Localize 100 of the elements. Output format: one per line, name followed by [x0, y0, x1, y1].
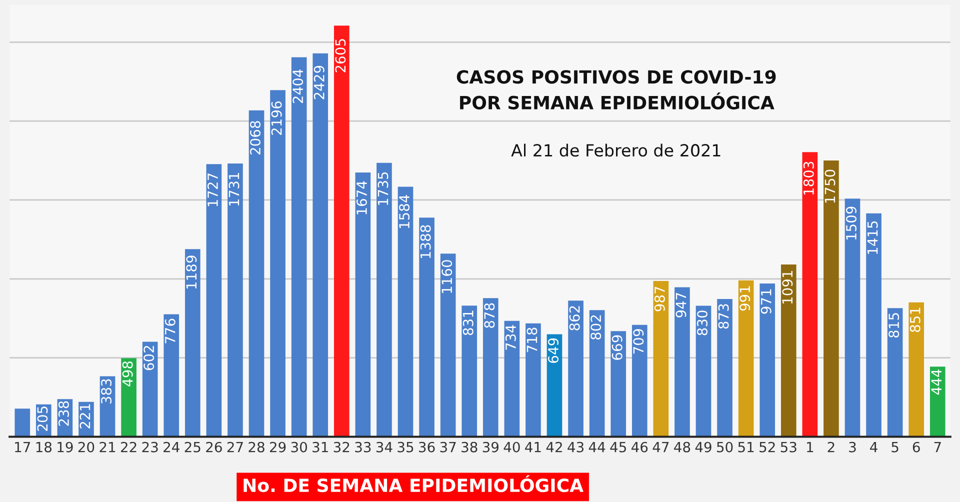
data-label: 878: [484, 303, 495, 328]
x-tick-label: 48: [674, 442, 690, 452]
x-tick-label: 42: [546, 442, 562, 452]
bar: [717, 298, 732, 437]
x-tick-label: 1: [807, 442, 814, 452]
data-label: 1388: [420, 225, 431, 258]
bar: [398, 186, 414, 437]
x-tick-label: 28: [248, 442, 264, 452]
bar: [780, 264, 796, 437]
bar: [738, 280, 754, 437]
bar: [908, 302, 924, 437]
x-tick-label: 33: [355, 442, 371, 452]
bar: [164, 314, 180, 437]
x-tick-label: 44: [588, 442, 606, 452]
bar: [228, 164, 243, 437]
x-tick-label: 26: [206, 442, 222, 452]
bar: [312, 53, 328, 437]
data-label: 802: [590, 315, 602, 340]
x-tick-label: 5: [892, 442, 898, 452]
data-label: 1415: [867, 221, 878, 254]
bar: [930, 366, 946, 437]
x-tick-label: 22: [120, 442, 136, 452]
x-tick-label: 52: [760, 442, 775, 452]
bar: [504, 320, 520, 437]
x-tick-label: 35: [398, 442, 414, 452]
x-tick-label: 43: [568, 442, 584, 452]
x-tick-label: 40: [504, 442, 520, 452]
data-label: 1727: [207, 174, 218, 206]
x-tick-label: 31: [312, 442, 328, 452]
x-tick-label: 29: [270, 442, 286, 452]
x-tick-label: 20: [78, 442, 94, 452]
data-label: 1750: [824, 170, 836, 203]
data-label: 669: [612, 335, 622, 360]
data-label: 1509: [846, 206, 857, 240]
x-tick-label: 2: [828, 442, 834, 452]
bar: [270, 90, 286, 437]
x-tick-label: 24: [164, 442, 180, 452]
bar: [546, 334, 562, 437]
data-label: 815: [888, 313, 900, 338]
x-tick-label: 32: [334, 442, 350, 452]
x-tick-label: 3: [849, 442, 856, 452]
x-tick-label: 50: [717, 442, 733, 452]
data-label: 862: [569, 306, 580, 330]
data-label: 1735: [378, 172, 388, 205]
data-label: 1091: [782, 270, 793, 304]
data-label: 238: [58, 401, 69, 426]
bar: [760, 283, 776, 437]
data-label: 444: [931, 370, 942, 395]
data-label: 987: [654, 286, 665, 312]
x-tick-label: 41: [525, 442, 541, 452]
data-label: 776: [164, 318, 176, 344]
x-tick-label: 23: [142, 442, 158, 452]
bar: [887, 308, 903, 437]
bar: [802, 152, 818, 437]
x-tick-label: 37: [440, 442, 456, 452]
data-label: 947: [676, 292, 686, 318]
bar: [462, 306, 478, 437]
data-label: 709: [633, 329, 644, 354]
bar: [653, 280, 669, 437]
data-label: 718: [526, 328, 538, 352]
data-label: 498: [122, 361, 133, 386]
data-label: 2429: [314, 66, 324, 100]
bar: [355, 172, 371, 437]
data-label: 1160: [442, 260, 452, 293]
data-label: 649: [548, 338, 559, 363]
x-tick-label: 6: [912, 442, 920, 452]
bar: [632, 324, 648, 437]
bar: [206, 164, 222, 437]
x-tick-label: 36: [419, 442, 435, 452]
text: Al 21 de Febrero de 2021: [511, 144, 720, 157]
x-tick-label: 45: [610, 442, 626, 452]
bar: [440, 254, 456, 437]
x-tick-label: 27: [227, 442, 243, 452]
data-label: 991: [740, 286, 750, 311]
x-tick-label: 18: [36, 442, 52, 452]
bar: [334, 26, 350, 437]
bar: [568, 300, 584, 437]
bar: [121, 358, 136, 437]
x-tick-label: 25: [184, 442, 200, 452]
x-tick-label: 4: [870, 442, 878, 452]
bar: [142, 342, 158, 437]
data-label: 221: [80, 404, 90, 428]
x-tick-label: 49: [695, 442, 712, 452]
bar: [589, 310, 605, 437]
x-axis-title: No. DE SEMANA EPIDEMIOLÓGICA: [244, 475, 584, 492]
data-label: 830: [697, 310, 708, 336]
bar: [610, 331, 626, 437]
x-tick-label: 39: [482, 442, 498, 452]
bar: [419, 218, 434, 437]
x-tick-label: 46: [631, 442, 648, 452]
data-label: 873: [718, 304, 729, 329]
data-label: 2196: [271, 101, 282, 135]
x-tick-label: 34: [376, 442, 392, 452]
data-label: 2605: [335, 39, 346, 72]
x-tick-label: 51: [738, 442, 754, 452]
x-tick-label: 21: [100, 442, 116, 452]
x-tick-label: 53: [780, 442, 796, 452]
bar: [248, 110, 264, 437]
bar: [866, 213, 882, 437]
data-label: 851: [910, 308, 920, 332]
